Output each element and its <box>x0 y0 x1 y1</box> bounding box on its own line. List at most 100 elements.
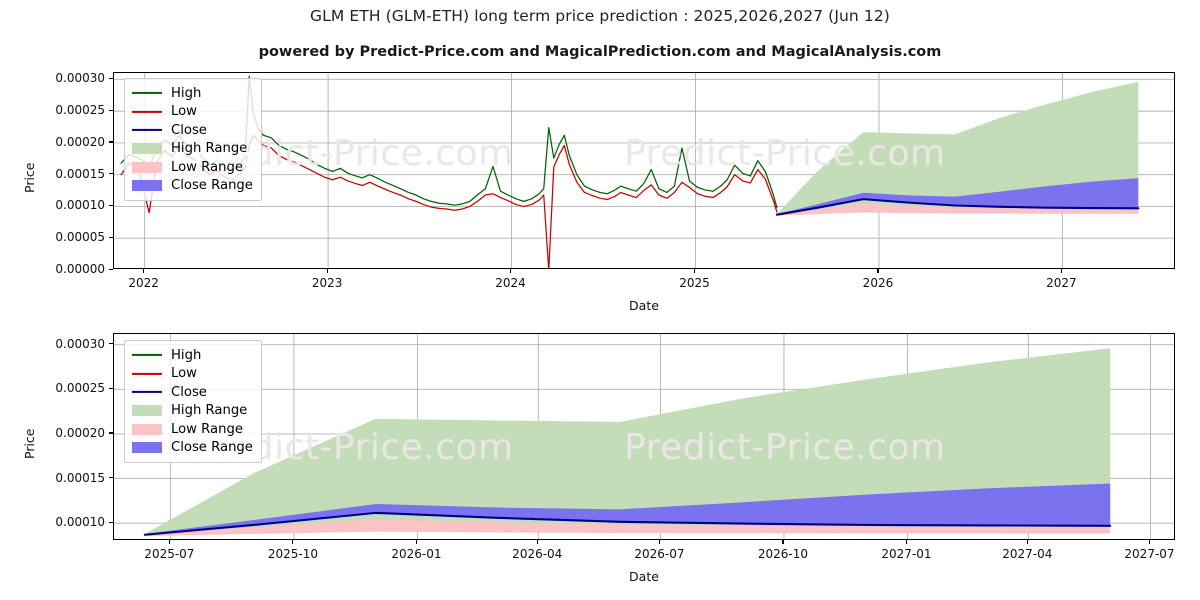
x-tick-label: 2022 <box>128 276 159 290</box>
x-tick-label: 2025-07 <box>144 547 195 561</box>
legend-label: Low Range <box>171 421 243 437</box>
legend-label: Close <box>171 122 207 138</box>
y-tick-label: 0.00025 <box>55 103 105 118</box>
x-tick-label: 2027 <box>1046 276 1077 290</box>
y-tick-mark <box>109 521 113 523</box>
forecast-detail-legend: High Low Close High Range Low Range Close Ran… <box>124 340 262 463</box>
legend-item-close[interactable]: Close <box>132 121 253 140</box>
x-tick-label: 2025-10 <box>267 547 318 561</box>
y-tick-label: 0.00020 <box>55 425 105 440</box>
x-tick-mark <box>168 540 170 544</box>
legend-swatch-high-icon <box>132 86 162 100</box>
forecast-detail-plot-area: Predict-Price.com Predict-Price.com <box>114 334 1174 539</box>
legend-label: Low Range <box>171 159 243 175</box>
legend-item-close-range[interactable]: Close Range <box>132 177 253 196</box>
x-tick-mark <box>693 269 696 273</box>
x-tick-mark <box>1148 540 1151 544</box>
legend-item-high[interactable]: High <box>132 84 253 103</box>
figure-subtitle: powered by Predict-Price.com and Magical… <box>258 44 942 60</box>
y-tick-mark <box>109 173 113 175</box>
legend-swatch-close-range-icon <box>132 442 162 454</box>
legend-item-low-range[interactable]: Low Range <box>132 158 253 177</box>
y-tick-label: 0.00025 <box>55 381 105 396</box>
x-tick-label: 2026-10 <box>757 547 809 561</box>
x-tick-mark <box>1060 269 1062 273</box>
legend-item-high-range[interactable]: High Range <box>132 140 253 159</box>
legend-item-high-range[interactable]: High Range <box>132 402 253 421</box>
band-close-range <box>144 483 1111 535</box>
overview-series-layer <box>120 75 1140 268</box>
x-tick-mark <box>536 540 538 544</box>
legend-label: Close Range <box>171 178 253 194</box>
y-tick-label: 0.00030 <box>55 336 105 351</box>
forecast-detail-series-layer <box>143 348 1112 537</box>
legend-item-low-range[interactable]: Low Range <box>132 420 253 439</box>
legend-swatch-close-icon <box>132 123 162 137</box>
y-tick-label: 0.00000 <box>55 262 105 276</box>
y-tick-mark <box>109 141 113 143</box>
legend-item-close[interactable]: Close <box>132 383 253 402</box>
x-tick-mark <box>1026 540 1028 544</box>
x-tick-mark <box>905 540 908 544</box>
legend-swatch-high-range-icon <box>132 405 162 417</box>
overview-chart-axes: Predict-Price.com Predict-Price.com <box>113 72 1175 269</box>
legend-swatch-low-icon <box>132 367 162 381</box>
legend-swatch-close-range-icon <box>132 180 162 192</box>
y-tick-mark <box>109 477 113 479</box>
y-tick-mark <box>109 204 113 207</box>
y-tick-label: 0.00020 <box>55 134 105 149</box>
legend-item-high[interactable]: High <box>132 346 253 365</box>
y-tick-mark <box>109 77 113 80</box>
y-tick-label: 0.00010 <box>55 515 105 530</box>
x-tick-label: 2026-01 <box>391 547 442 561</box>
legend-swatch-low-range-icon <box>132 423 162 435</box>
legend-item-close-range[interactable]: Close Range <box>132 439 253 458</box>
y-tick-label: 0.00030 <box>55 71 105 86</box>
x-tick-label: 2024 <box>495 276 526 290</box>
x-tick-label: 2025 <box>679 276 710 290</box>
legend-label: Close <box>171 384 207 400</box>
y-tick-label: 0.00015 <box>55 470 105 485</box>
band-low-range <box>776 203 1139 216</box>
figure-title: GLM ETH (GLM-ETH) long term price predic… <box>310 7 890 25</box>
x-tick-mark <box>415 540 418 544</box>
series-line-close <box>775 198 1140 216</box>
y-tick-mark <box>109 387 113 389</box>
x-tick-label: 2027-04 <box>1002 547 1053 561</box>
x-tick-mark <box>292 540 294 544</box>
overview-x-axis-label: Date <box>629 298 659 313</box>
legend-item-low[interactable]: Low <box>132 103 253 122</box>
legend-item-low[interactable]: Low <box>132 365 253 384</box>
legend-label: High Range <box>171 141 248 157</box>
overview-plot-area: Predict-Price.com Predict-Price.com <box>114 73 1174 268</box>
legend-swatch-close-icon <box>132 385 162 399</box>
legend-label: High <box>171 347 202 363</box>
x-tick-label: 2027-01 <box>881 547 932 561</box>
series-line-close <box>143 511 1112 536</box>
legend-swatch-high-icon <box>132 348 162 362</box>
x-tick-label: 2026-04 <box>512 547 563 561</box>
legend-label: Low <box>171 366 197 382</box>
x-tick-mark <box>782 540 784 544</box>
y-tick-label: 0.00015 <box>55 166 105 181</box>
x-tick-mark <box>326 269 328 273</box>
band-low-range <box>144 519 1111 537</box>
legend-label: High Range <box>171 403 248 419</box>
legend-swatch-low-icon <box>132 105 162 119</box>
forecast-detail-x-axis-label: Date <box>629 569 659 584</box>
legend-swatch-high-range-icon <box>132 143 162 155</box>
overview-legend: High Low Close High Range Low Range Close Ran… <box>124 78 262 201</box>
x-tick-label: 2027-07 <box>1124 547 1175 561</box>
x-tick-mark <box>143 269 145 273</box>
legend-label: Low <box>171 104 197 120</box>
y-tick-mark <box>109 236 113 238</box>
band-high-range <box>776 81 1139 216</box>
x-tick-mark <box>658 540 661 544</box>
y-tick-mark <box>109 432 113 434</box>
y-tick-mark <box>109 343 113 345</box>
x-tick-label: 2026-07 <box>634 547 685 561</box>
legend-swatch-low-range-icon <box>132 161 162 173</box>
x-tick-label: 2023 <box>311 276 343 290</box>
x-tick-label: 2026 <box>862 276 894 290</box>
